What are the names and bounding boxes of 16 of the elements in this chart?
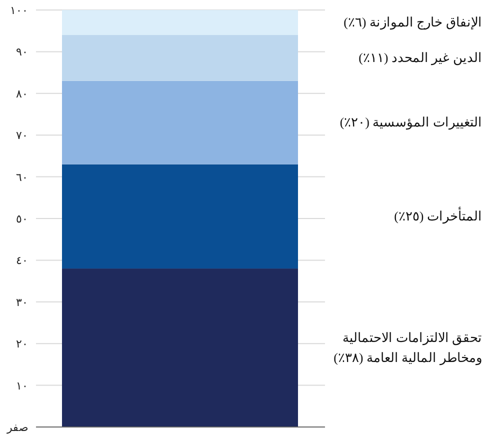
text: الدين غير المحدد (١١٪) [358,50,482,66]
y-tick-label: ٩٠ [16,46,28,59]
text: الإنفاق خارج الموازنة (٦٪) [344,14,482,31]
y-tick-label: ١٠٠ [10,5,28,17]
y-tick-label: ١٠ [16,380,28,392]
y-tick-label: ٦٠ [16,172,28,184]
text: المتأخرات (٢٥٪) [394,206,482,224]
y-tick-label: ٥٠ [16,214,28,226]
text: التغييرات المؤسسية (٢٠٪) [340,114,482,131]
y-tick-label: ٧٠ [16,130,28,142]
y-tick-label: ٢٠ [16,338,28,351]
y-tick-label: ٨٠ [16,88,28,100]
text: تحقق الالتزامات الاحتمالية ومخاطر المالية العامة (٣٨٪) [334,330,482,366]
y-tick-label: ٤٠ [16,255,28,268]
y-tick-label: ٣٠ [16,296,28,309]
y-tick-label: صفر [6,422,28,434]
